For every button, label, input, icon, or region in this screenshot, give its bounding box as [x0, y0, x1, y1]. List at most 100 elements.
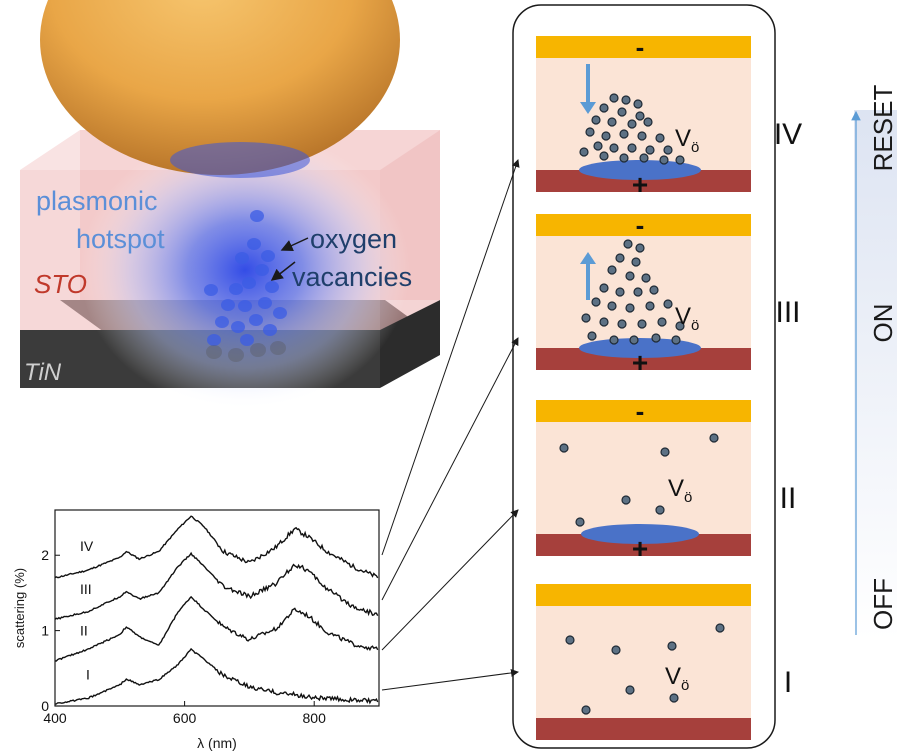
- oxygen-vacancy-dot: [716, 624, 724, 632]
- oxygen-vacancy-dot: [622, 96, 630, 104]
- oxygen-vacancy-dot: [610, 144, 618, 152]
- oxygen-vacancy-dot: [664, 146, 672, 154]
- spectrum-line-IV: [55, 516, 378, 578]
- oxygen-vacancy-dot: [600, 152, 608, 160]
- oxygen-vacancy-dot: [636, 244, 644, 252]
- oxygen-vacancy-dot: [618, 320, 626, 328]
- oxygen-vacancy-dot: [602, 132, 610, 140]
- oxygen-vacancy-dot: [628, 144, 636, 152]
- oxygen-vacancy-dot: [670, 694, 678, 702]
- oxygen-vacancy-dot: [710, 434, 718, 442]
- oxygen-vacancy-dot: [661, 448, 669, 456]
- oxygen-vacancy-dot: [582, 314, 590, 322]
- oxygen-vacancy-dot: [600, 318, 608, 326]
- y-tick-label: 0: [41, 698, 49, 714]
- hotspot-label-line2: hotspot: [76, 224, 165, 254]
- oxygen-vacancy-dot: [616, 254, 624, 262]
- oxygen-vacancy-dot: [640, 154, 648, 162]
- bottom-electrode: [536, 718, 751, 740]
- oxygen-vacancy-dot: [566, 636, 574, 644]
- top-polarity-sign: -: [636, 210, 645, 240]
- series-label-IV: IV: [80, 538, 94, 554]
- oxygen-vacancy-dot: [628, 120, 636, 128]
- spectrum-line-II: [55, 597, 378, 661]
- oxygen-vacancy-dot: [580, 148, 588, 156]
- oxygen-vacancy-dot: [634, 100, 642, 108]
- oxygen-vacancy-dot: [582, 706, 590, 714]
- vacancy-symbol: V: [665, 663, 681, 690]
- state-label-IV: IV: [774, 118, 802, 151]
- oxygen-vacancy-dot: [636, 112, 644, 120]
- oxygen-vacancy-dot: [608, 266, 616, 274]
- oxygen-vacancy-dot: [650, 286, 658, 294]
- oxygen-vacancy-dot: [658, 318, 666, 326]
- oxygen-vacancy-dot: [644, 118, 652, 126]
- oxygen-vacancy-dot: [626, 272, 634, 280]
- vacancy-symbol: V: [675, 125, 691, 152]
- device-schematic: plasmonic hotspot oxygen vacancies STO T…: [20, 0, 440, 410]
- oxygen-vacancy-dot: [612, 646, 620, 654]
- top-polarity-sign: -: [636, 396, 645, 426]
- oxygen-vacancy-dot: [608, 302, 616, 310]
- oxygen-vacancy-dot: [660, 156, 668, 164]
- oxygen-vacancy-dot: [586, 128, 594, 136]
- oxygen-vacancy-dot: [626, 686, 634, 694]
- oxygen-vacancy-dot: [592, 298, 600, 306]
- oxygen-vacancy-dot: [592, 116, 600, 124]
- series-label-I: I: [86, 666, 90, 682]
- oxygen-vacancy-dot: [600, 284, 608, 292]
- bottom-polarity-sign: +: [632, 169, 648, 200]
- oxygen-vacancy-dot: [608, 118, 616, 126]
- chart-frame: [55, 510, 379, 706]
- oxygen-vacancy-dot: [620, 154, 628, 162]
- bottom-polarity-sign: +: [632, 533, 648, 564]
- axis-label-on: ON: [868, 304, 897, 343]
- vacancy-symbol: V: [668, 475, 684, 502]
- oxygen-vacancy-dot: [656, 134, 664, 142]
- oxygen-vacancy-dot: [642, 274, 650, 282]
- oxygen-vacancy-dot: [626, 304, 634, 312]
- oxygen-vacancy-dot: [576, 518, 584, 526]
- oxide-layer: [536, 236, 751, 348]
- oxygen-vacancy-dot: [624, 240, 632, 248]
- oxygen-vacancy-dot: [632, 258, 640, 266]
- y-tick-label: 1: [41, 623, 49, 639]
- oxygen-vacancy-dot: [656, 506, 664, 514]
- state-label-I: I: [784, 666, 792, 699]
- x-tick-label: 800: [303, 710, 327, 726]
- oxygen-vacancy-dot: [594, 142, 602, 150]
- state-axis-band: [854, 110, 897, 640]
- oxygen-vacancy-dot: [610, 336, 618, 344]
- chart-xlabel: λ (nm): [197, 735, 237, 751]
- oxygen-vacancy-dot: [664, 300, 672, 308]
- vacancy-symbol: V: [675, 303, 691, 330]
- oxygen-vacancy-dot: [652, 334, 660, 342]
- oxygen-vacancy-dot: [668, 642, 676, 650]
- oxygen-vacancy-dot: [676, 156, 684, 164]
- oxygen-vacancy-dot: [638, 132, 646, 140]
- state-label-III: III: [775, 296, 800, 329]
- oxygen-vacancy-dot: [610, 94, 618, 102]
- oxygen-vacancy-dot: [622, 496, 630, 504]
- oxygen-vacancy-dot: [634, 288, 642, 296]
- oxygen-vacancy-dot: [630, 336, 638, 344]
- oxygen-vacancy-dot: [588, 332, 596, 340]
- oxygen-vacancy-dot: [620, 130, 628, 138]
- oxygen-vacancy-dot: [560, 444, 568, 452]
- oxygen-vacancy-dot: [672, 336, 680, 344]
- oxygen-vacancy-dot: [618, 108, 626, 116]
- state-label-II: II: [780, 482, 797, 515]
- vacancy-label-line1: oxygen: [310, 224, 397, 254]
- series-label-III: III: [80, 581, 92, 597]
- y-tick-label: 2: [41, 547, 49, 563]
- vacancy-subscript: ö: [684, 489, 692, 506]
- vacancy-subscript: ö: [681, 677, 689, 694]
- oxide-label: STO: [34, 269, 87, 299]
- oxygen-vacancy-dot: [646, 146, 654, 154]
- oxygen-vacancy-dot: [638, 320, 646, 328]
- substrate-label: TiN: [24, 359, 62, 386]
- nanoparticle-contact: [170, 142, 310, 178]
- oxygen-vacancy-dot: [616, 288, 624, 296]
- vacancy-subscript: ö: [691, 139, 699, 156]
- axis-label-off: OFF: [868, 578, 897, 630]
